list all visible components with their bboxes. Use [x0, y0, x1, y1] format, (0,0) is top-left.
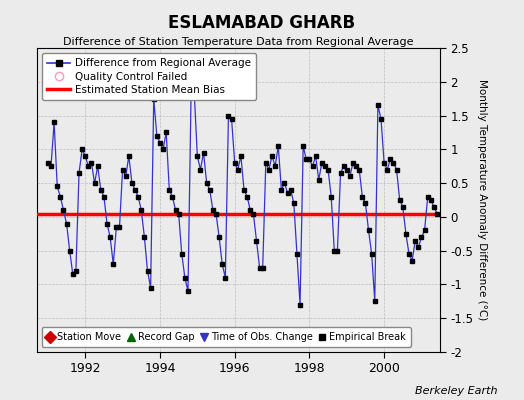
Title: Difference of Station Temperature Data from Regional Average: Difference of Station Temperature Data f… [63, 37, 413, 47]
Text: ESLAMABAD GHARB: ESLAMABAD GHARB [168, 14, 356, 32]
Text: Berkeley Earth: Berkeley Earth [416, 386, 498, 396]
Y-axis label: Monthly Temperature Anomaly Difference (°C): Monthly Temperature Anomaly Difference (… [477, 79, 487, 321]
Legend: Station Move, Record Gap, Time of Obs. Change, Empirical Break: Station Move, Record Gap, Time of Obs. C… [41, 328, 411, 347]
